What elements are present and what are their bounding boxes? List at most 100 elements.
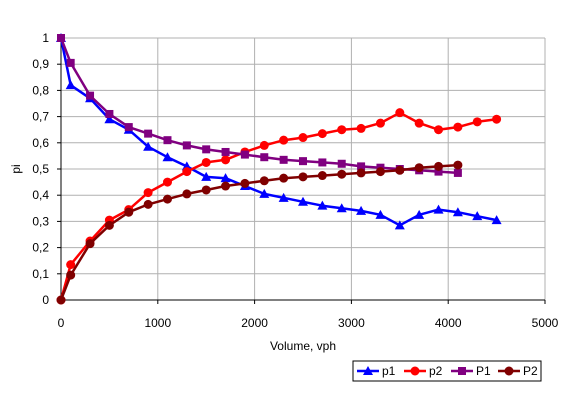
data-point-P1 — [182, 141, 191, 150]
data-point-p1 — [220, 173, 231, 183]
data-point-p2 — [221, 155, 231, 165]
data-point-p1 — [278, 192, 289, 202]
data-point-P1 — [434, 167, 443, 176]
data-point-p2 — [414, 118, 424, 128]
data-point-p1 — [259, 188, 270, 198]
legend: p1 p2 P1 P2 — [352, 360, 542, 382]
data-point-P2 — [201, 185, 211, 195]
data-point-P2 — [337, 169, 347, 179]
y-tick-label: 0,1 — [32, 267, 49, 281]
axes — [57, 37, 546, 304]
legend-marker — [410, 366, 420, 376]
data-point-p2 — [143, 188, 153, 198]
data-point-p2 — [395, 108, 405, 118]
data-point-P2 — [317, 171, 327, 181]
x-tick-label: 4000 — [435, 316, 462, 330]
data-point-P1 — [144, 129, 153, 138]
data-point-p1 — [201, 171, 212, 181]
data-point-P2 — [66, 270, 76, 280]
y-tick-label: 0 — [42, 293, 49, 307]
y-tick-label: 0,8 — [32, 83, 49, 97]
y-tick-label: 0,9 — [32, 57, 49, 71]
data-point-P2 — [124, 207, 134, 217]
data-point-P1 — [57, 34, 65, 42]
data-point-p2 — [453, 122, 463, 132]
data-point-p1 — [394, 220, 405, 230]
data-point-P2 — [298, 172, 308, 182]
y-tick-label: 0,6 — [32, 136, 49, 150]
data-point-P1 — [124, 123, 133, 132]
x-tick-label: 2000 — [241, 316, 268, 330]
x-tick-label: 0 — [58, 316, 65, 330]
data-point-p2 — [182, 167, 192, 177]
x-axis-title: Volume, vph — [270, 339, 336, 353]
legend-entry-P2: P2 — [498, 364, 538, 378]
data-point-P1 — [163, 136, 172, 145]
y-tick-label: 0,4 — [32, 188, 49, 202]
y-tick-label: 0,7 — [32, 110, 49, 124]
x-tick-label: 5000 — [532, 316, 559, 330]
data-point-P2 — [85, 239, 95, 249]
y-tick-label: 0,3 — [32, 214, 49, 228]
legend-box — [352, 360, 542, 382]
legend-label: p1 — [382, 364, 396, 378]
tick-labels: 0 1000 2000 3000 4000 5000 0 0,1 0,2 0,3 0,4 0,5 0,6… — [32, 31, 558, 330]
data-point-p2 — [298, 133, 308, 143]
y-axis-title: pi — [9, 164, 23, 173]
data-point-P1 — [279, 155, 288, 164]
data-point-P2 — [395, 165, 405, 175]
data-point-P2 — [279, 173, 289, 183]
data-point-P2 — [375, 167, 385, 177]
data-point-P1 — [337, 159, 346, 168]
data-point-P2 — [414, 163, 424, 173]
data-point-p2 — [66, 260, 76, 270]
y-tick-label: 1 — [42, 31, 49, 45]
data-point-p1 — [162, 152, 173, 162]
data-point-p2 — [279, 135, 289, 145]
data-point-p1 — [104, 114, 115, 124]
data-point-p1 — [491, 215, 502, 225]
data-point-P2 — [259, 176, 269, 186]
series-P2 — [56, 160, 463, 305]
y-tick-label: 0,5 — [32, 162, 49, 176]
data-point-P1 — [202, 145, 211, 154]
legend-entry-p2: p2 — [404, 364, 443, 378]
data-point-p1 — [375, 209, 386, 219]
data-point-P2 — [56, 295, 66, 305]
legend-label: P1 — [476, 364, 491, 378]
data-point-P1 — [318, 158, 327, 167]
legend-marker — [363, 366, 373, 375]
data-point-p1 — [65, 80, 76, 90]
data-point-P1 — [66, 58, 75, 67]
data-point-p2 — [434, 125, 444, 135]
data-point-p1 — [433, 204, 444, 214]
data-point-p1 — [414, 209, 425, 219]
data-point-p2 — [317, 129, 327, 139]
data-point-P2 — [240, 178, 250, 188]
legend-entry-p1: p1 — [357, 364, 396, 378]
legend-entry-P1: P1 — [451, 364, 491, 378]
data-point-P1 — [221, 147, 230, 156]
data-point-p1 — [336, 203, 347, 213]
data-point-P1 — [86, 91, 95, 100]
data-point-p2 — [492, 114, 502, 124]
data-point-P1 — [453, 168, 462, 177]
data-point-P2 — [104, 220, 114, 230]
data-point-P1 — [260, 153, 269, 162]
data-point-P2 — [182, 189, 192, 199]
data-point-p1 — [452, 207, 463, 217]
legend-label: P2 — [523, 364, 538, 378]
legend-marker — [458, 367, 466, 375]
data-point-p1 — [356, 205, 367, 215]
series-group — [56, 33, 502, 305]
data-point-p2 — [356, 123, 366, 133]
data-point-p1 — [143, 141, 154, 151]
legend-label: p2 — [429, 364, 443, 378]
data-point-P1 — [299, 157, 307, 166]
x-tick-label: 1000 — [144, 316, 171, 330]
data-point-P2 — [221, 181, 231, 191]
y-tick-label: 0,2 — [32, 241, 49, 255]
series-line-P1 — [59, 37, 458, 175]
